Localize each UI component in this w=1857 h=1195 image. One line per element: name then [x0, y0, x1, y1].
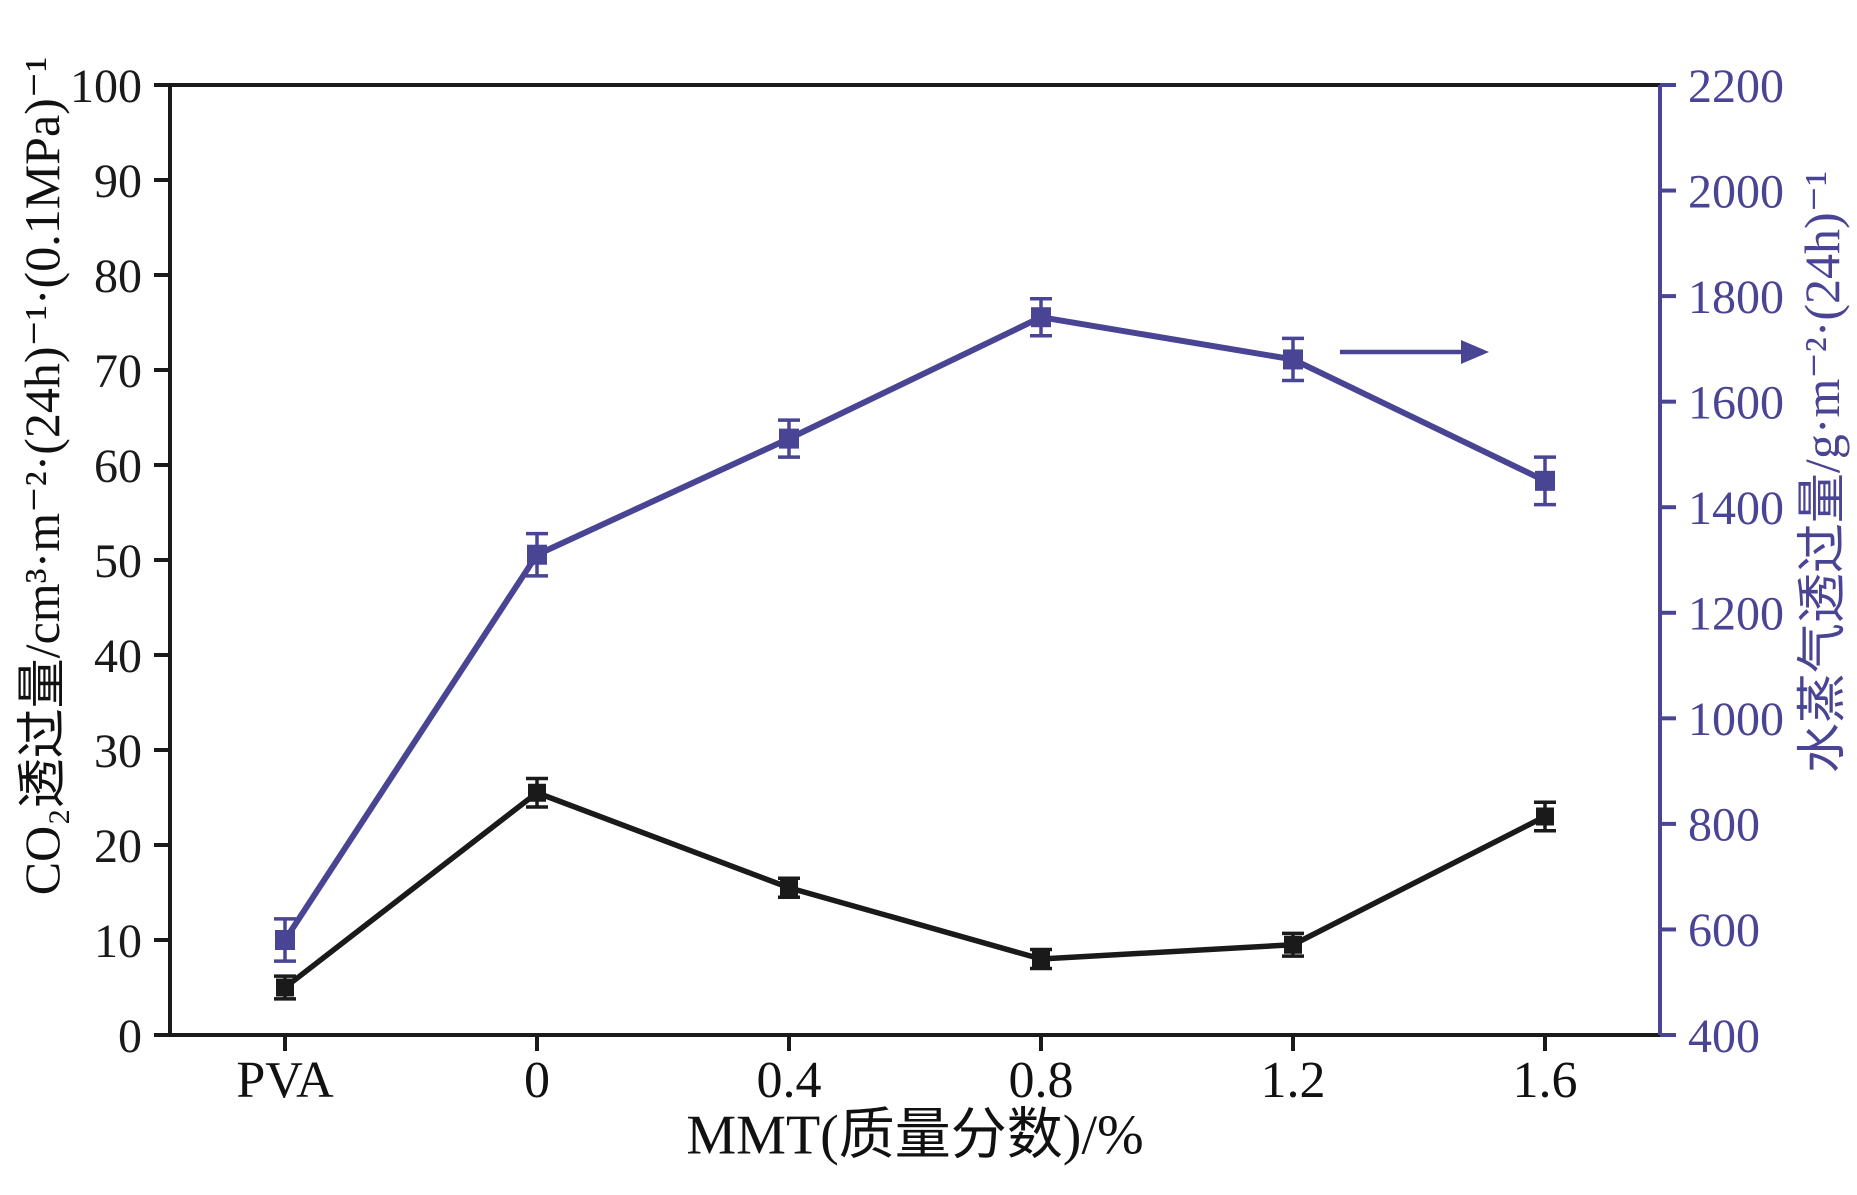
data-point	[1535, 470, 1555, 491]
series-line	[283, 790, 1547, 990]
right-tick-label: 2200	[1688, 60, 1784, 113]
right-tick-label: 1800	[1688, 271, 1784, 324]
data-point	[1283, 349, 1303, 370]
left-axis-title: CO₂透过量/cm³·m⁻²·(24h)⁻¹·(0.1MPa)⁻¹	[14, 56, 70, 896]
x-tick-label: 1.2	[1261, 1052, 1326, 1109]
left-tick-label: 80	[94, 250, 142, 303]
data-point	[1031, 307, 1051, 328]
left-tick-label: 0	[118, 1010, 142, 1063]
x-tick-label: 0.4	[757, 1052, 822, 1109]
x-tick-label: 1.6	[1513, 1052, 1578, 1109]
axes: 0 10 20 30 40 50 60 70 80 90 100 400 600 800 1000 1200 1…	[70, 60, 1784, 1109]
left-tick-label: 50	[94, 535, 142, 588]
data-point	[779, 428, 799, 449]
series-CO2-permeability	[274, 776, 1556, 1001]
x-axis-title: MMT(质量分数)/%	[686, 1104, 1144, 1167]
right-tick-label: 1000	[1688, 693, 1784, 746]
left-tick-label: 60	[94, 440, 142, 493]
left-tick-label: 10	[94, 915, 142, 968]
left-tick-label: 40	[94, 630, 142, 683]
data-point	[780, 878, 798, 897]
left-tick-label: 90	[94, 155, 142, 208]
data-point	[1536, 807, 1554, 826]
right-tick-label: 2000	[1688, 165, 1784, 218]
left-tick-label: 100	[70, 60, 142, 113]
data-point	[275, 930, 295, 950]
series-line	[282, 314, 1547, 942]
data-point	[1032, 950, 1050, 968]
series-water-vapor-permeability	[274, 297, 1556, 963]
x-tick-label: PVA	[236, 1052, 334, 1109]
data-point	[528, 783, 546, 802]
data-point	[527, 544, 547, 565]
data-point	[1284, 935, 1302, 954]
right-tick-label: 1600	[1688, 376, 1784, 429]
right-axis-title: 水蒸气透过量/g·m⁻²·(24h)⁻¹	[1794, 170, 1850, 774]
x-tick-label: 0.8	[1009, 1052, 1074, 1109]
right-tick-label: 1200	[1688, 588, 1784, 641]
arrow-head-icon	[1461, 340, 1489, 364]
x-tick-label: 0	[524, 1052, 550, 1109]
right-tick-label: 400	[1688, 1010, 1760, 1063]
data-point	[276, 978, 294, 997]
left-tick-label: 70	[94, 345, 142, 398]
right-axis-arrow	[1340, 340, 1489, 364]
right-tick-label: 800	[1688, 799, 1760, 852]
right-tick-label: 1400	[1688, 482, 1784, 535]
left-tick-label: 30	[94, 725, 142, 778]
right-tick-label: 600	[1688, 904, 1760, 957]
left-tick-label: 20	[94, 820, 142, 873]
